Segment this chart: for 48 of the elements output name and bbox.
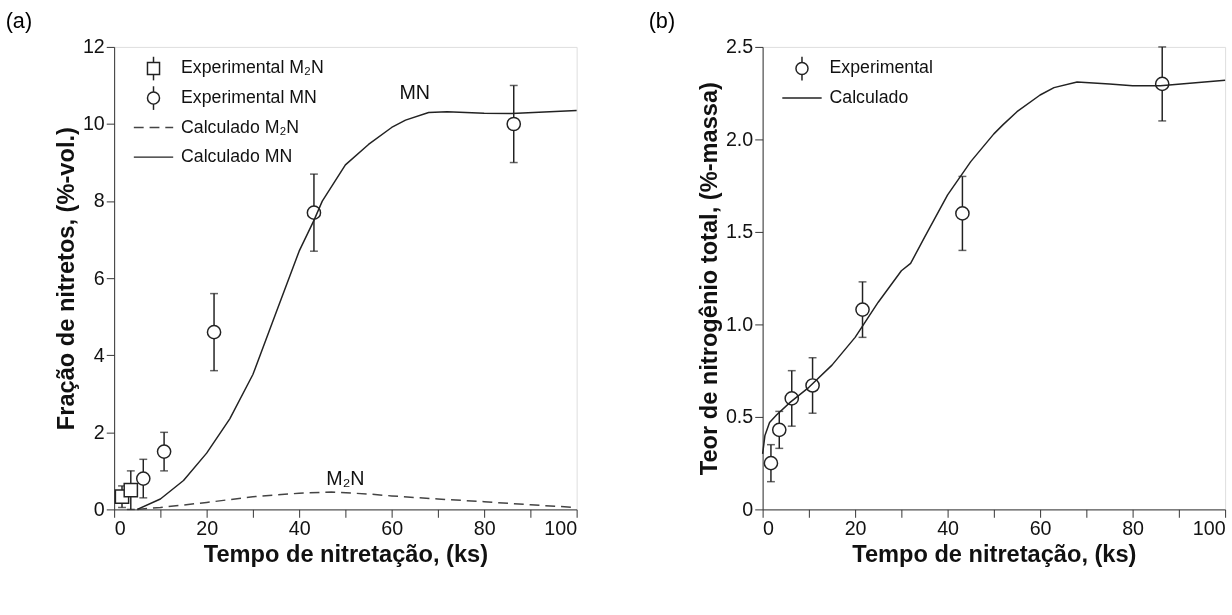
point xyxy=(955,206,970,221)
y-tick-label: 2 xyxy=(93,420,105,443)
y-axis-title: Teor de nitrogênio total, (%-massa) xyxy=(696,82,723,476)
point xyxy=(206,324,222,340)
legend-label: Calculado xyxy=(829,87,909,108)
y-tick-label: 2.0 xyxy=(725,127,754,150)
y-tick-label: 12 xyxy=(82,35,105,58)
x-tick-label: 0 xyxy=(114,517,126,540)
annotation: MN xyxy=(399,81,431,104)
y-tick-label: 4 xyxy=(93,343,105,366)
point xyxy=(855,302,870,317)
y-tick-label: 6 xyxy=(93,266,105,289)
point xyxy=(135,471,151,486)
x-tick-label: 20 xyxy=(196,517,219,540)
y-axis-title: Fração de nitretos, (%-vol.) xyxy=(53,127,80,431)
x-tick-label: 100 xyxy=(1192,517,1226,540)
y-tick-label: 0.5 xyxy=(725,405,754,428)
x-tick-label: 20 xyxy=(844,517,867,540)
x-tick-label: 0 xyxy=(763,517,775,540)
x-tick-label: 40 xyxy=(937,517,960,540)
x-axis-title: Tempo de nitretação, (ks) xyxy=(852,541,1137,568)
legend-label: Experimental M₂N xyxy=(181,57,324,78)
chart-title: (a) xyxy=(5,8,33,34)
chart-title: (b) xyxy=(648,8,676,34)
y-tick-label: 1.5 xyxy=(725,220,754,243)
point xyxy=(123,482,139,498)
legend-label: Experimental MN xyxy=(181,87,317,108)
point xyxy=(771,422,787,438)
annotation: M₂N xyxy=(326,467,365,490)
x-tick-label: 100 xyxy=(544,517,578,540)
x-axis-title: Tempo de nitretação, (ks) xyxy=(203,541,489,568)
x-tick-label: 60 xyxy=(1029,517,1052,540)
y-tick-label: 2.5 xyxy=(725,35,754,58)
y-tick-label: 10 xyxy=(82,112,105,135)
legend-label: Calculado MN xyxy=(181,146,293,167)
x-tick-label: 80 xyxy=(473,517,496,540)
x-tick-label: 60 xyxy=(381,517,404,540)
y-tick-label: 0 xyxy=(742,497,754,520)
point xyxy=(506,116,522,132)
y-tick-label: 0 xyxy=(93,497,105,520)
point xyxy=(763,455,779,471)
y-tick-label: 8 xyxy=(93,189,105,212)
point xyxy=(156,444,172,459)
x-tick-label: 80 xyxy=(1122,517,1145,540)
y-tick-label: 1.0 xyxy=(725,312,754,335)
x-tick-label: 40 xyxy=(288,517,311,540)
legend-label: Experimental xyxy=(829,57,933,78)
legend-label: Calculado M₂N xyxy=(181,116,300,137)
